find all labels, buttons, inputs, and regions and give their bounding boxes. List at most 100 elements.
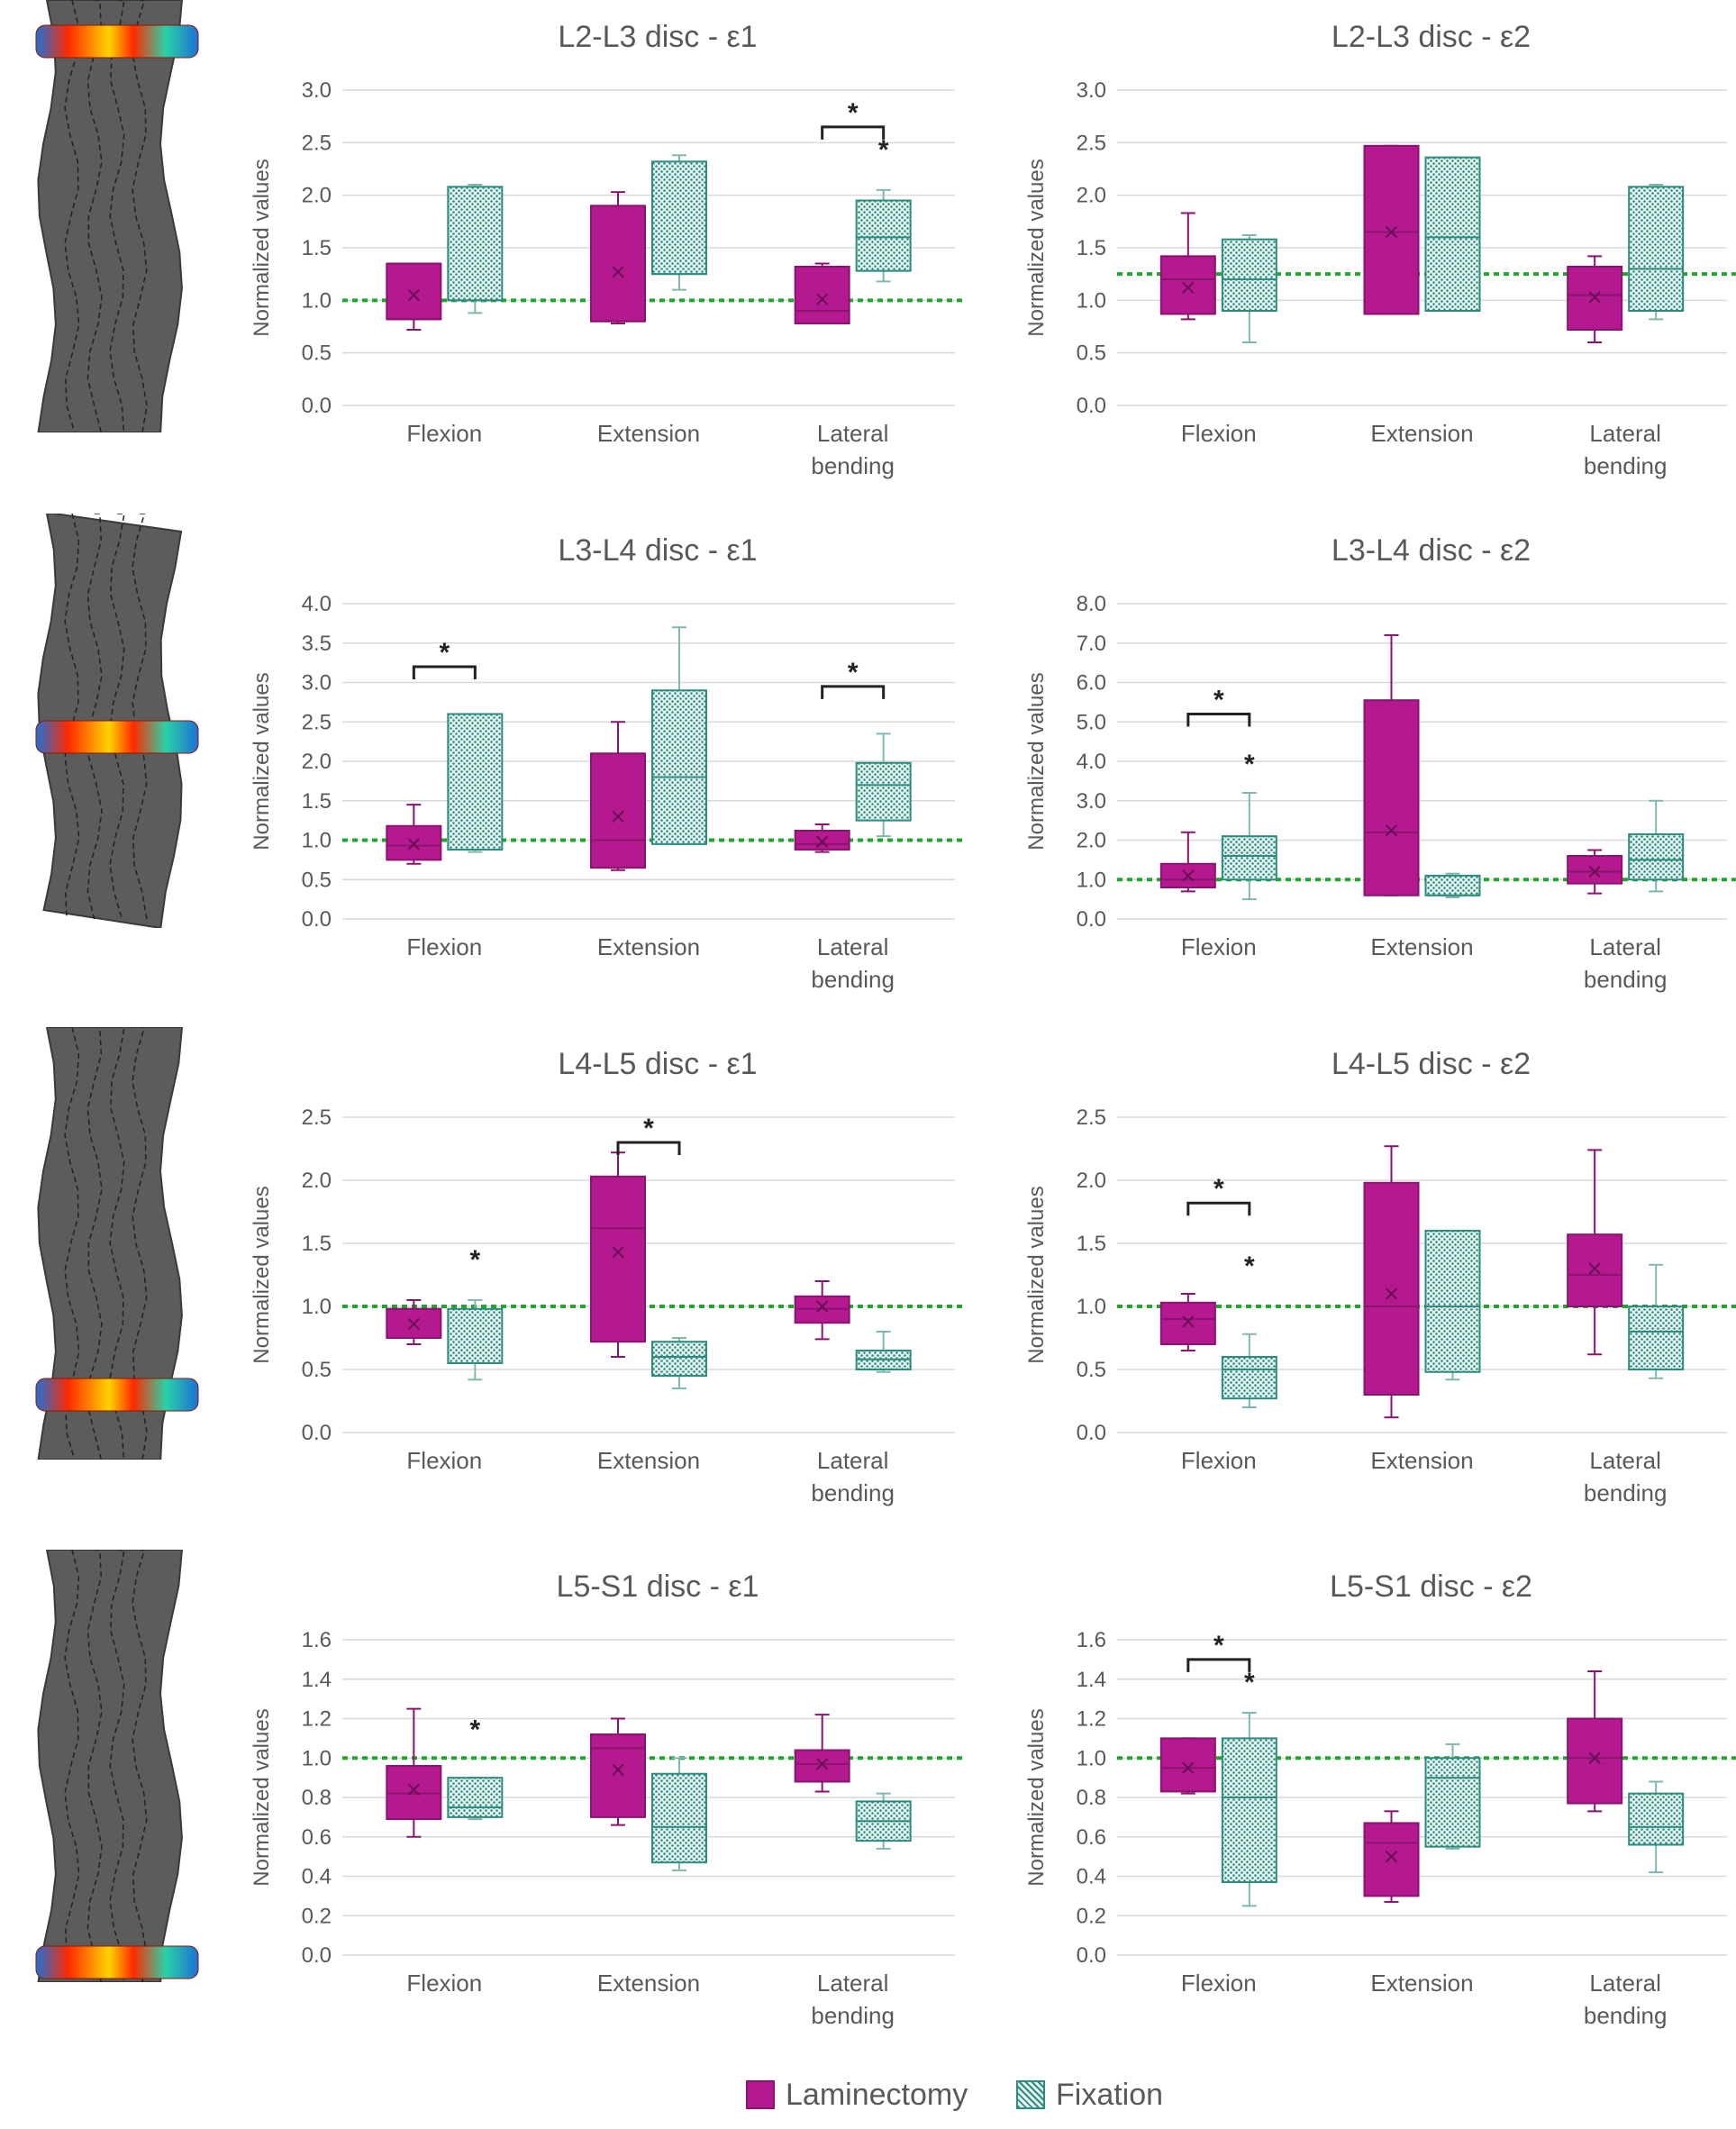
chart-l2-l3-e1: L2-L3 disc - ε1 Normalized values 0.0 0.5 1.…: [250, 20, 964, 479]
box-fixation: [855, 761, 912, 822]
y-tick-label: 3.0: [302, 78, 332, 103]
box-fixation: [447, 186, 504, 302]
box-fixation: [1628, 832, 1685, 881]
box-fixation: [447, 1777, 504, 1818]
box-fixation: [1628, 1306, 1685, 1370]
box-fixation: [651, 160, 707, 276]
mean-marker: [407, 838, 421, 851]
legend-label-laminectomy: Laminectomy: [786, 2077, 968, 2112]
y-tick-label: 3.0: [302, 671, 332, 696]
significance-star: *: [848, 98, 859, 128]
y-tick-label: 1.2: [1077, 1707, 1106, 1732]
box-laminectomy: [1363, 699, 1420, 896]
significance-star: *: [439, 638, 450, 668]
x-category-label: Flexion: [406, 420, 482, 447]
contour-line: [109, 514, 125, 920]
significance-bracket: [821, 685, 886, 699]
y-tick-label: 1.6: [302, 1628, 332, 1652]
mean-marker: [1588, 1751, 1601, 1764]
contour-line: [64, 514, 80, 920]
contour-line: [64, 1027, 80, 1460]
y-tick-label: 0.5: [1077, 1358, 1106, 1382]
y-tick-label: 4.0: [1077, 750, 1106, 774]
y-axis-label: Normalized values: [250, 672, 274, 850]
significance-star: *: [643, 1114, 654, 1143]
x-category-label: Lateral: [1589, 420, 1661, 447]
box-fixation: [1628, 1792, 1685, 1846]
x-category-label: bending: [1584, 966, 1668, 993]
y-axis-label: Normalized values: [250, 1708, 274, 1886]
legend-swatch-laminectomy: [746, 2080, 775, 2109]
significance-bracket: [1186, 1201, 1251, 1216]
box-laminectomy: [386, 1765, 442, 1821]
box-laminectomy: [1159, 1737, 1216, 1793]
contour-line: [132, 514, 148, 920]
x-category-label: Lateral: [817, 1970, 889, 1997]
chart-title: L2-L3 disc - ε1: [558, 20, 757, 54]
y-tick-label: 1.0: [302, 288, 332, 313]
chart-title: L3-L4 disc - ε2: [1332, 533, 1531, 568]
contour-line: [86, 514, 103, 920]
chart-title: L5-S1 disc - ε1: [557, 1569, 759, 1604]
y-tick-label: 0.8: [302, 1786, 332, 1810]
contour-line: [64, 1550, 80, 1982]
mean-marker: [1182, 281, 1195, 295]
x-category-label: bending: [1584, 452, 1668, 479]
x-category-label: bending: [1584, 1479, 1668, 1506]
box-laminectomy: [1567, 855, 1623, 885]
legend: Laminectomy Fixation: [0, 2072, 1736, 2117]
significance-star: *: [469, 1245, 480, 1275]
y-tick-label: 4.0: [302, 592, 332, 616]
significance-star: *: [469, 1715, 480, 1744]
box-fixation: [1424, 874, 1481, 896]
mean-marker: [1588, 865, 1601, 878]
box-laminectomy: [386, 262, 442, 321]
mean-marker: [1588, 1262, 1601, 1275]
box-fixation: [447, 1307, 504, 1364]
y-tick-label: 1.5: [302, 1232, 332, 1256]
y-axis-label: Normalized values: [1024, 159, 1049, 336]
mean-marker: [612, 1246, 624, 1259]
box-fixation: [651, 1341, 707, 1378]
x-category-label: Lateral: [817, 1447, 889, 1474]
legend-item-laminectomy: Laminectomy: [746, 2072, 968, 2117]
x-category-label: Extension: [1370, 420, 1473, 447]
chart-l3-l4-e2: L3-L4 disc - ε2 Normalized values 0.0 1.0 2.…: [1024, 533, 1736, 993]
significance-bracket: [1186, 713, 1251, 727]
x-category-label: Extension: [597, 420, 700, 447]
significance-star: *: [878, 135, 889, 165]
significance-star: *: [1213, 1174, 1224, 1204]
x-category-label: Flexion: [406, 1447, 482, 1474]
y-tick-label: 1.4: [1077, 1668, 1106, 1692]
box-laminectomy: [1159, 255, 1216, 315]
significance-star: *: [1213, 1631, 1224, 1660]
chart-l5-s1-e2: L5-S1 disc - ε2 Normalized values 0.0 0.2 0.…: [1024, 1569, 1736, 2029]
x-category-label: Flexion: [1181, 1447, 1257, 1474]
contour-line: [109, 1550, 125, 1982]
y-tick-label: 2.0: [302, 750, 332, 774]
contour-line: [86, 1027, 103, 1460]
y-tick-label: 1.0: [1077, 868, 1106, 892]
y-tick-label: 0.4: [1077, 1865, 1106, 1889]
y-tick-label: 1.4: [302, 1668, 332, 1692]
contour-line: [64, 0, 80, 432]
x-category-label: bending: [811, 2002, 895, 2029]
y-tick-label: 0.0: [1077, 907, 1106, 932]
y-tick-label: 1.0: [1077, 288, 1106, 313]
y-tick-label: 0.5: [302, 868, 332, 892]
y-tick-label: 1.0: [302, 1295, 332, 1319]
chart-l5-s1-e1: L5-S1 disc - ε1 Normalized values 0.0 0.2 0.…: [250, 1569, 964, 2029]
x-category-label: Flexion: [406, 1970, 482, 1997]
y-tick-label: 2.5: [302, 1105, 332, 1130]
x-category-label: Lateral: [1589, 1447, 1661, 1474]
x-category-label: Extension: [1370, 933, 1473, 960]
y-tick-label: 2.5: [1077, 131, 1106, 155]
box-fixation: [1221, 835, 1277, 881]
y-tick-label: 2.5: [302, 710, 332, 734]
disc-strain-band: [35, 1378, 199, 1412]
x-category-label: Extension: [1370, 1970, 1473, 1997]
chart-l2-l3-e2: L2-L3 disc - ε2 Normalized values 0.0 0.5 1.…: [1024, 20, 1736, 479]
box-laminectomy: [590, 752, 646, 869]
mean-marker: [1385, 225, 1398, 239]
